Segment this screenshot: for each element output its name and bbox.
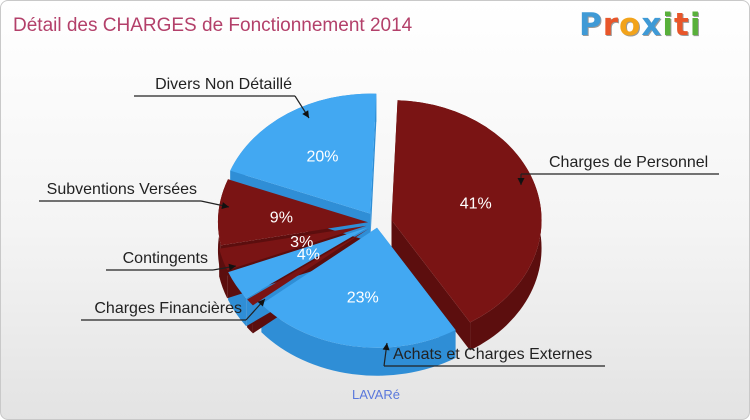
pie-slice[interactable] (219, 225, 367, 271)
pie-percent-label: 3% (290, 234, 313, 251)
pie-slice[interactable] (391, 100, 542, 323)
pie-slice[interactable] (228, 227, 368, 299)
leader-arrowhead (257, 299, 265, 307)
leader-arrowhead (302, 110, 309, 118)
logo-letter: t (673, 7, 690, 43)
pie-percent-label: 41% (460, 196, 492, 213)
pie-slice-wall (391, 220, 471, 351)
pie-category-label: Charges de Personnel (549, 154, 708, 171)
pie-percent-label: 23% (347, 289, 379, 306)
logo-letter: r (602, 7, 620, 43)
pie-slice-wall (370, 93, 377, 242)
logo-letter: x (641, 7, 663, 43)
pie-slice[interactable] (230, 93, 377, 214)
chart-title: Détail des CHARGES de Fonctionnement 201… (13, 15, 413, 36)
leader-arrowhead (517, 178, 525, 185)
proxiti-logo[interactable]: Proxiti (579, 7, 701, 43)
logo-letter: o (619, 7, 642, 43)
pie-category-label: Charges Financières (94, 300, 242, 317)
pie-category-label: Subventions Versées (47, 181, 197, 198)
pie-category-label: Divers Non Détaillé (155, 76, 292, 93)
pie-percent-label: 4% (297, 247, 320, 264)
logo-letter: P (579, 7, 603, 43)
leader-arrowhead (221, 202, 229, 209)
commune-name: LAVARé (352, 387, 400, 402)
leader-arrowhead (382, 343, 390, 351)
pie-percent-label: 20% (306, 149, 338, 166)
pie-category-label: Contingents (123, 250, 208, 267)
pie-slice-side (261, 304, 456, 376)
leader-arrowhead (228, 263, 236, 271)
pie-category-label: Achats et Charges Externes (393, 346, 592, 363)
pie-percent-label: 9% (270, 209, 293, 226)
logo-letter: i (689, 7, 702, 43)
pie-slice[interactable] (218, 179, 369, 246)
logo-letter: i (662, 7, 674, 43)
pie-slice[interactable] (247, 228, 369, 306)
pie-slice[interactable] (261, 227, 456, 348)
